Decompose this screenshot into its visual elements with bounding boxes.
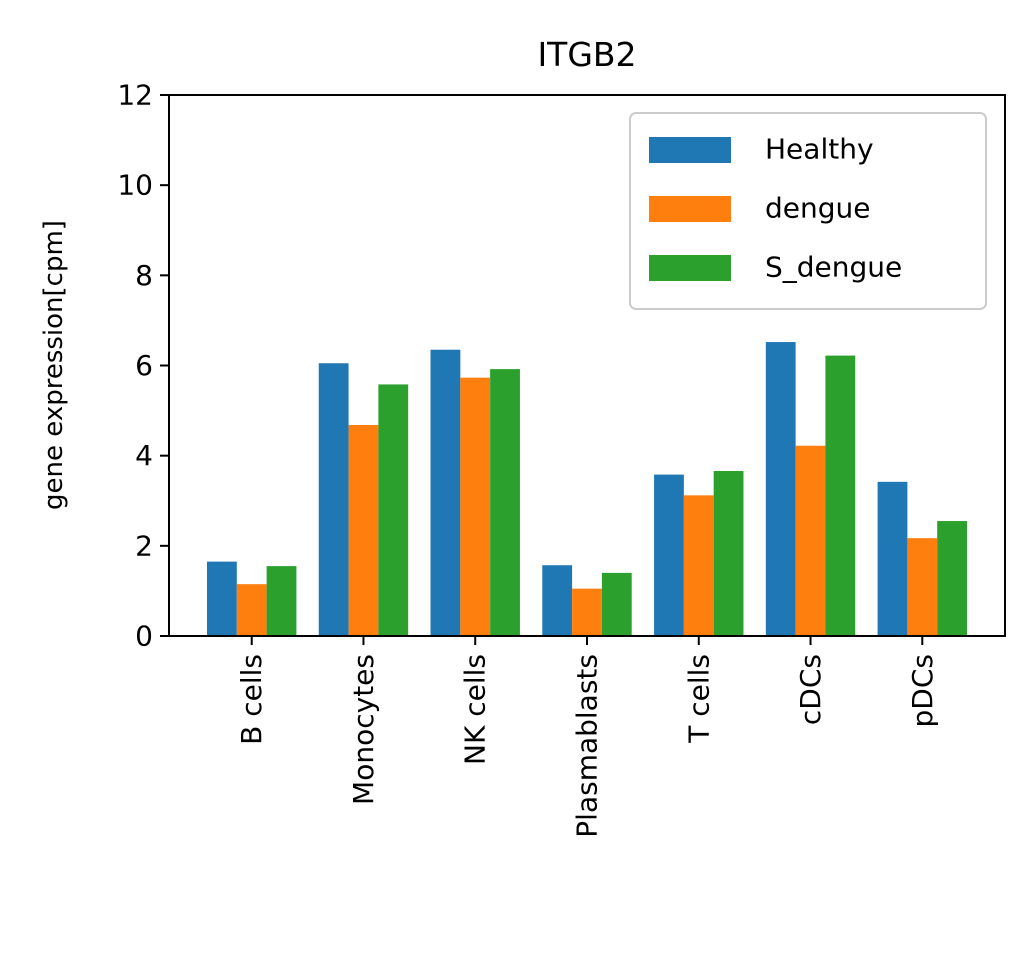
y-tick-label: 6 (135, 349, 153, 382)
bar-dengue-monocytes (348, 425, 379, 636)
x-tick-label: cDCs (794, 654, 827, 725)
bar-healthy-cdcs (765, 342, 796, 636)
bar-healthy-monocytes (318, 363, 349, 636)
legend-label: dengue (765, 192, 871, 225)
x-tick-label: Monocytes (347, 654, 380, 805)
y-tick-label: 8 (135, 259, 153, 292)
y-tick-label: 4 (135, 439, 153, 472)
legend: Healthy dengue S_dengue (629, 112, 987, 310)
bar-dengue-cdcs (795, 445, 826, 636)
bar-healthy-b-cells (207, 561, 237, 636)
bar-healthy-pdcs (877, 481, 908, 636)
bar-dengue-plasmablasts (572, 588, 602, 636)
bar-healthy-t-cells (654, 474, 684, 636)
legend-swatch (649, 196, 731, 222)
bar-s-dengue-t-cells (713, 471, 744, 636)
legend-swatch (649, 137, 731, 163)
bar-healthy-nk-cells (430, 349, 461, 636)
y-tick-label: 2 (135, 529, 153, 562)
bar-s-dengue-pdcs (937, 521, 967, 636)
y-tick-label: 0 (135, 620, 153, 653)
chart-title: ITGB2 (537, 35, 636, 74)
bar-dengue-b-cells (236, 584, 267, 636)
plot-frame (168, 94, 1006, 637)
bar-s-dengue-nk-cells (490, 369, 520, 636)
legend-swatch (649, 255, 731, 281)
y-tick-label: 12 (117, 79, 153, 112)
bar-s-dengue-plasmablasts (601, 572, 632, 636)
x-tick-label: T cells (682, 654, 715, 744)
y-axis-label: gene expression[cpm] (39, 220, 69, 510)
x-tick-label: pDCs (906, 654, 939, 727)
bar-s-dengue-monocytes (378, 384, 409, 636)
bar-dengue-pdcs (907, 538, 938, 636)
bar-dengue-nk-cells (460, 377, 491, 636)
legend-label: S_dengue (765, 251, 902, 284)
bars-layer (207, 342, 967, 636)
y-tick-label: 10 (117, 169, 153, 202)
bar-s-dengue-cdcs (825, 355, 856, 636)
x-tick-label: Plasmablasts (571, 654, 604, 838)
legend-label: Healthy (765, 133, 874, 166)
bar-dengue-t-cells (683, 495, 714, 636)
x-tick-label: NK cells (459, 654, 492, 765)
bar-s-dengue-b-cells (266, 566, 297, 636)
x-tick-label: B cells (235, 654, 268, 745)
axes-layer: B cells Monocytes NK cells Plasmablasts T ce… (117, 79, 938, 838)
bar-healthy-plasmablasts (542, 565, 573, 636)
